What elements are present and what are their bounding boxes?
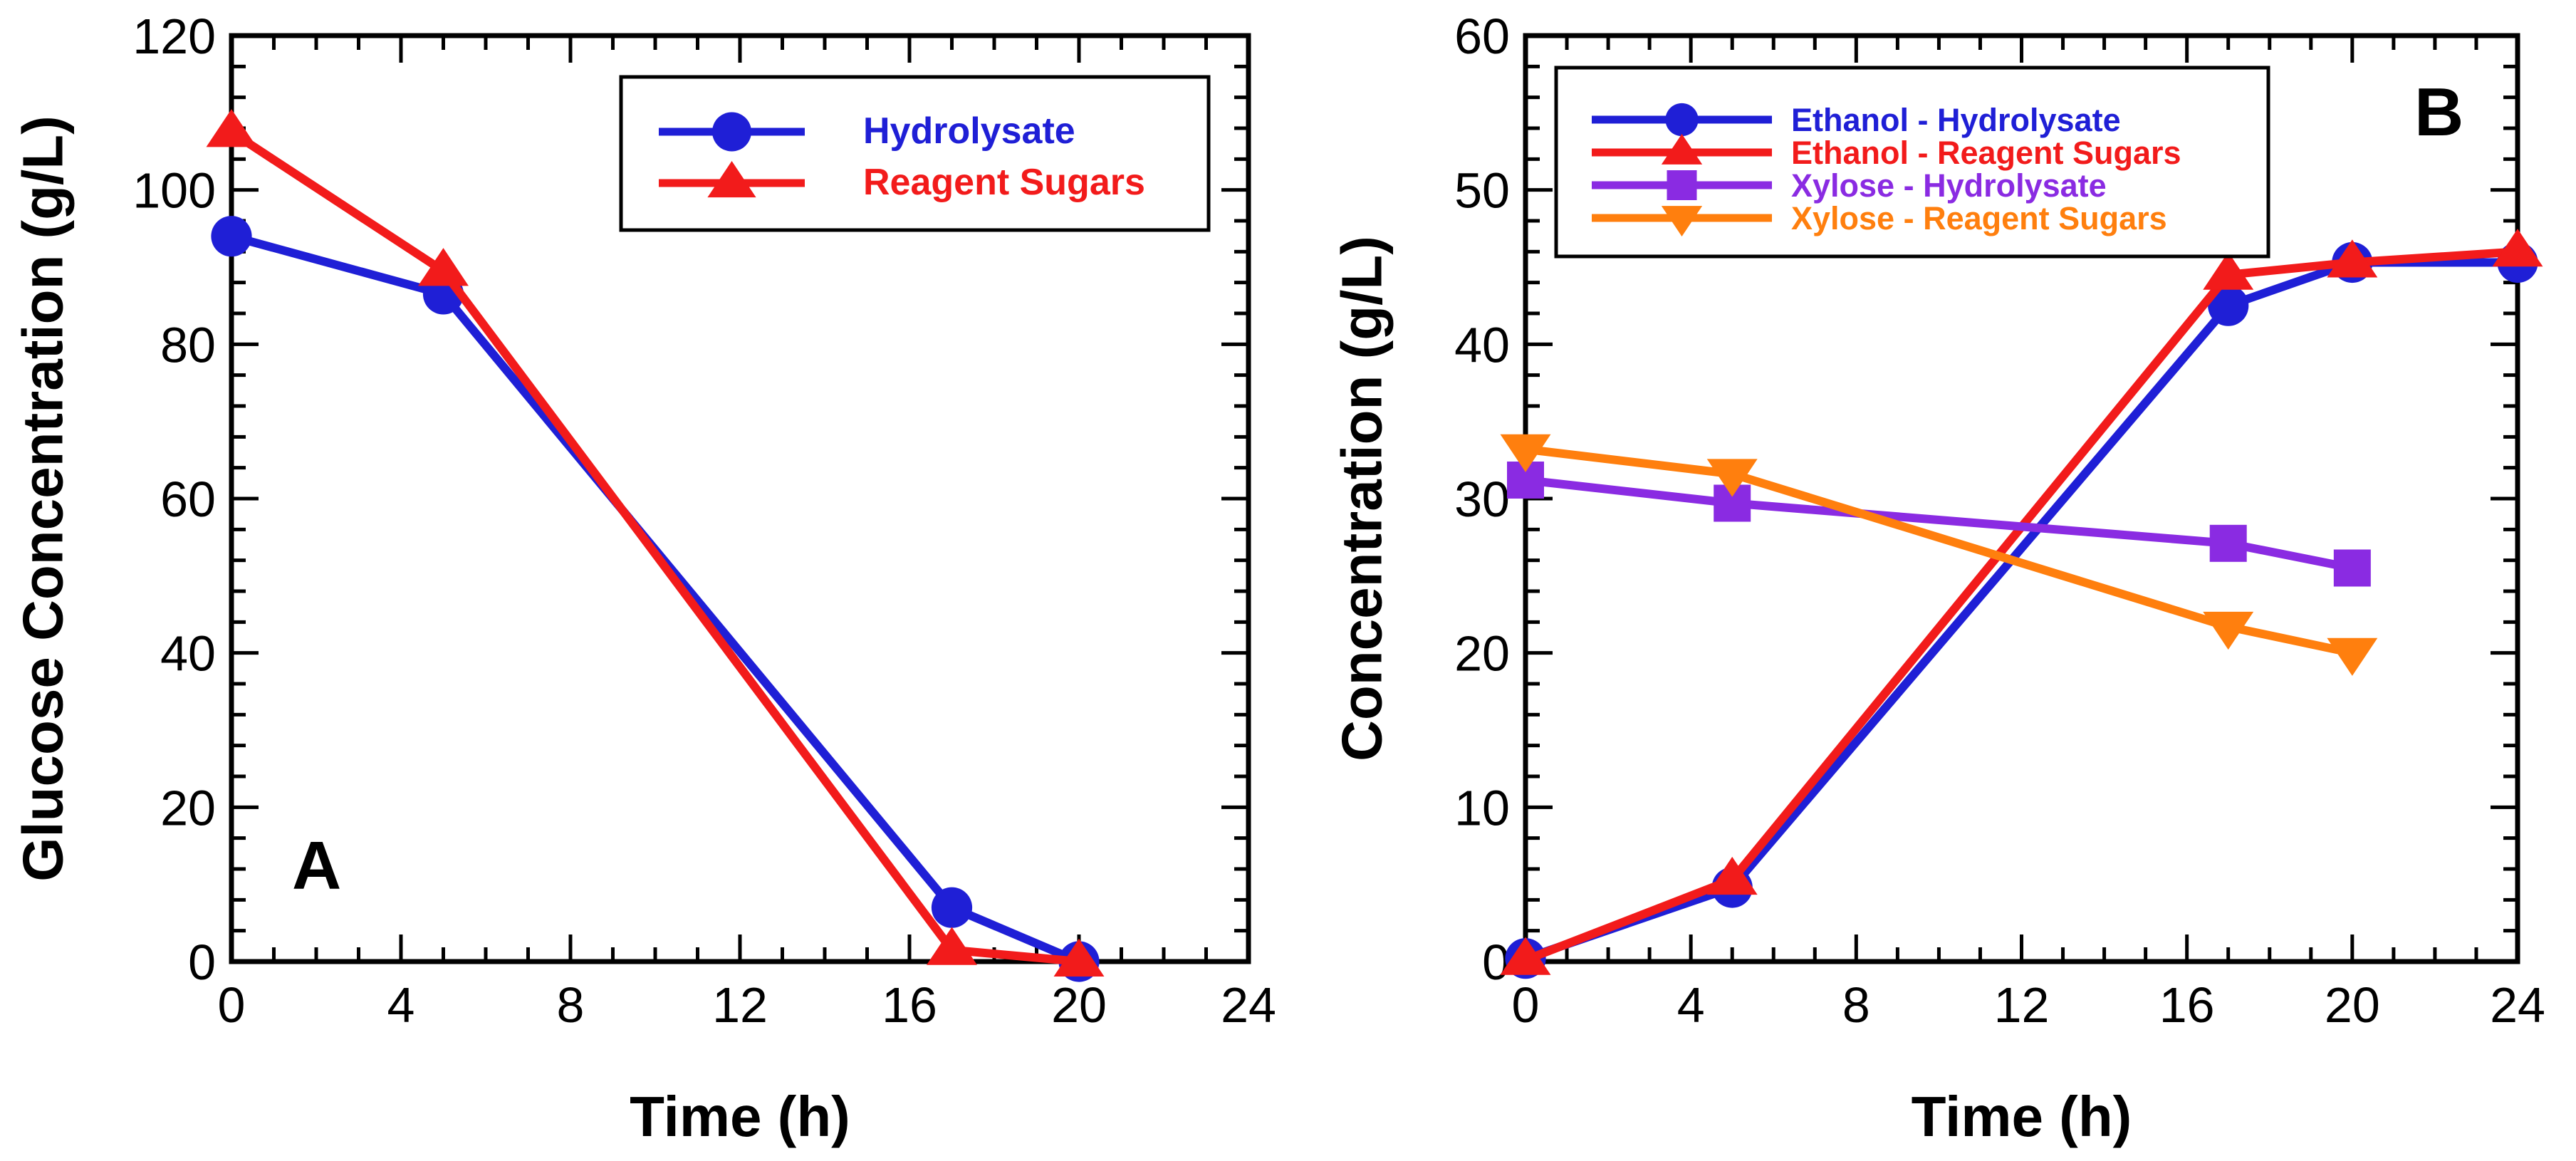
data-point [206, 109, 257, 147]
y-tick-label: 0 [1482, 934, 1510, 990]
legend-box [619, 75, 1211, 232]
y-tick-label: 40 [160, 626, 216, 682]
data-point [1706, 856, 1758, 895]
series-hydrolysate [211, 216, 1100, 982]
legend-entry: Xylose - Hydrolysate [1791, 167, 2107, 204]
legend-entry: Reagent Sugars [863, 162, 1145, 203]
panel-label: B [2414, 74, 2463, 150]
y-tick-label: 80 [160, 317, 216, 373]
series-line [227, 127, 1083, 966]
data-point [2333, 549, 2371, 587]
legend-swatch-marker [712, 112, 751, 152]
series-line [227, 231, 1083, 966]
y-tick-label: 20 [1454, 626, 1510, 682]
legend-entry: Xylose - Reagent Sugars [1791, 200, 2167, 236]
y-tick-label: 30 [1454, 472, 1510, 527]
series-line [1521, 247, 2522, 964]
x-tick-label: 4 [387, 977, 415, 1033]
data-point [931, 887, 973, 928]
y-tick-label: 60 [160, 472, 216, 527]
legend-entry: Ethanol - Hydrolysate [1791, 102, 2121, 138]
series-line [1521, 258, 2522, 963]
data-point [2203, 611, 2254, 650]
data-point [1053, 938, 1105, 977]
data-point [1706, 459, 1758, 497]
data-point [2209, 524, 2247, 562]
y-tick-label: 60 [1454, 9, 1510, 64]
panel-label: A [292, 828, 341, 904]
series-xylose-hydrolysate [1507, 462, 2371, 587]
x-tick-label: 4 [1677, 977, 1705, 1033]
data-point [418, 248, 469, 286]
legend-swatch-marker [1661, 206, 1703, 237]
legend-swatch-marker [1667, 170, 1697, 200]
data-point [1500, 434, 1551, 472]
x-tick-label: 16 [2159, 977, 2215, 1033]
y-axis-title: Concentration (g/L) [1330, 236, 1394, 761]
chart-panel-a: 0 4 8 12 16 20 24 0 20 40 60 80 100 120 Time (h) Glucos… [11, 9, 1276, 1148]
series-ethanol-hydrolysate [1505, 241, 2538, 979]
y-tick-label: 0 [188, 934, 216, 990]
data-point [2492, 229, 2543, 267]
data-point [2327, 239, 2378, 278]
series-line [1521, 444, 2357, 657]
y-tick-label: 20 [160, 780, 216, 835]
data-point [2208, 285, 2249, 326]
x-tick-label: 20 [2325, 977, 2380, 1033]
data-point [1500, 937, 1551, 975]
chart-panel-b: 0 4 8 12 16 20 24 0 10 20 30 40 50 60 Time (h) Concentr… [1330, 9, 2545, 1148]
legend: Hydrolysate Reagent Sugars [619, 75, 1211, 232]
y-tick-label: 40 [1454, 317, 1510, 373]
series-xylose-reagent-sugars [1500, 434, 2378, 676]
series-reagent-sugars [206, 109, 1105, 977]
x-tick-label: 16 [882, 977, 937, 1033]
y-tick-label: 100 [132, 163, 216, 219]
x-axis-title: Time (h) [1912, 1085, 2132, 1148]
data-point [2327, 637, 2378, 676]
series-line [1521, 476, 2357, 573]
data-point [211, 216, 252, 257]
data-point [927, 927, 977, 965]
legend-swatch-marker [1661, 133, 1703, 165]
x-tick-label: 8 [1842, 977, 1870, 1033]
y-axis-title: Glucose Concentration (g/L) [11, 115, 75, 882]
x-tick-label: 8 [557, 977, 585, 1033]
series-ethanol-reagent-sugars [1500, 229, 2543, 975]
x-axis-title: Time (h) [630, 1085, 850, 1148]
x-tick-label: 24 [1221, 977, 1276, 1033]
legend-entry: Ethanol - Reagent Sugars [1791, 135, 2181, 171]
x-tick-label: 0 [218, 977, 246, 1033]
legend-swatch-marker [707, 161, 756, 198]
x-tick-label: 12 [1994, 977, 2050, 1033]
legend-entry: Hydrolysate [863, 110, 1075, 152]
y-tick-label: 10 [1454, 780, 1510, 835]
x-tick-label: 0 [1512, 977, 1540, 1033]
x-tick-label: 24 [2490, 977, 2545, 1033]
y-tick-label: 120 [132, 9, 216, 64]
x-tick-label: 20 [1051, 977, 1107, 1033]
y-tick-label: 50 [1454, 163, 1510, 219]
legend-swatch-marker [1665, 103, 1699, 137]
x-tick-label: 12 [712, 977, 768, 1033]
data-point [2203, 251, 2254, 290]
